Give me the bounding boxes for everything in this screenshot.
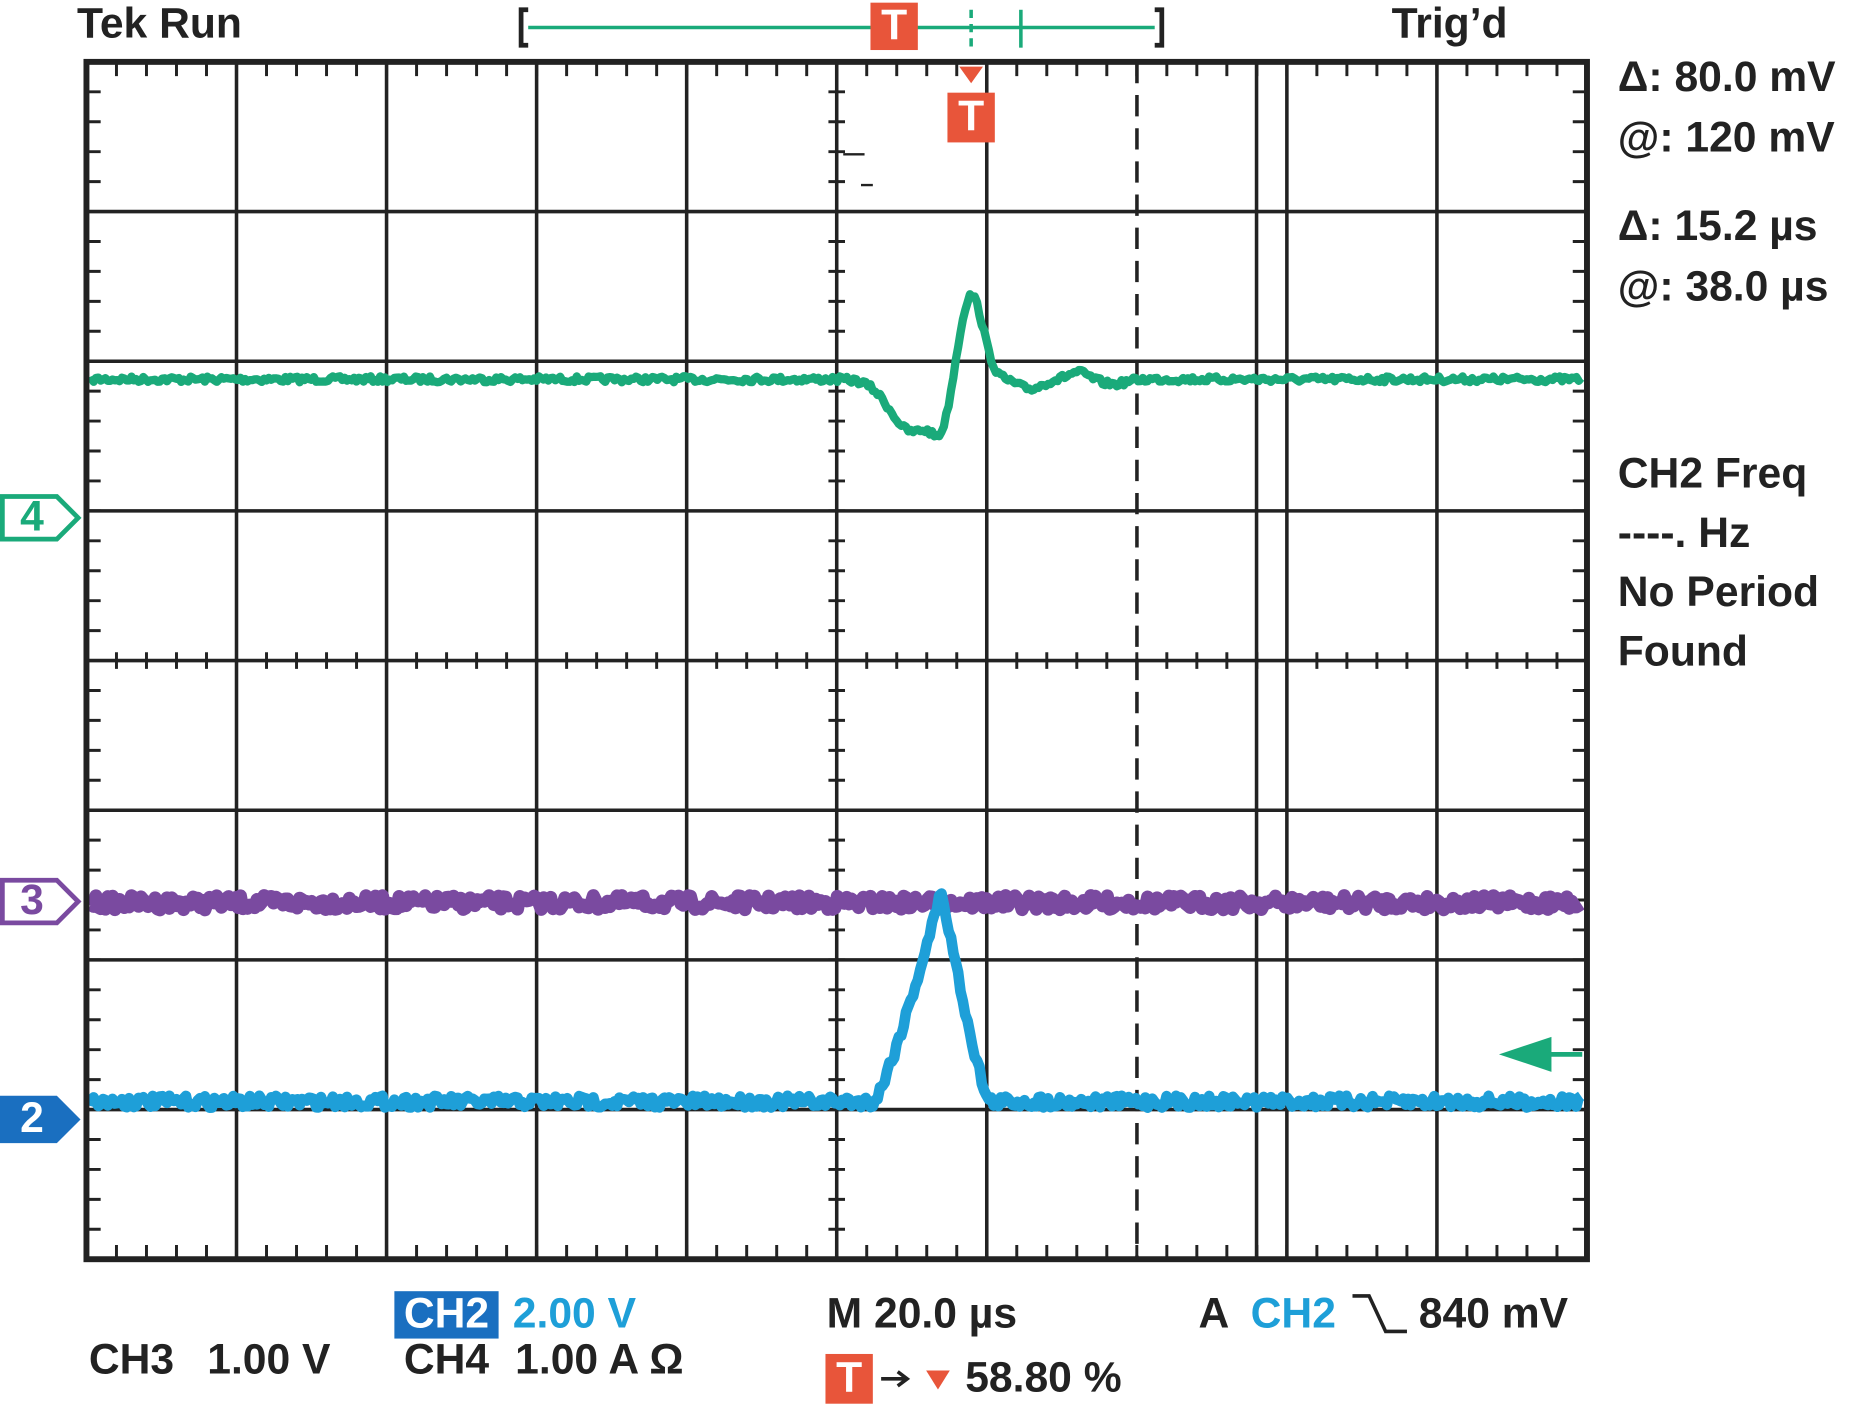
status: Tek Run <box>77 0 242 48</box>
ch4-trace <box>87 290 1585 441</box>
ch3-marker-shape <box>0 877 82 926</box>
ch2-trace <box>86 888 1585 1113</box>
measurement: No Period <box>1618 568 1819 616</box>
trigger-state: Trig’d <box>1392 0 1508 48</box>
trigger-arrow <box>959 66 983 84</box>
arrow-icon <box>881 1370 911 1388</box>
measurement: ----. Hz <box>1618 509 1751 557</box>
trigger-level-arrow <box>1498 1036 1583 1072</box>
trigger-down-icon <box>926 1370 950 1390</box>
measurement: Found <box>1618 627 1748 675</box>
readout: Δ: 15.2 µs <box>1618 202 1818 250</box>
trigger-prefix: A <box>1199 1289 1230 1337</box>
ch2-marker-shape <box>0 1095 81 1144</box>
ch2-label-box <box>394 1291 499 1339</box>
ch3-label: CH3 <box>89 1336 174 1384</box>
graticule-border <box>83 58 1590 1263</box>
record-trigger-marker: T <box>881 1 907 49</box>
trigger-box <box>947 92 995 143</box>
ch4-label: CH4 <box>404 1336 490 1384</box>
h-cursor-marks <box>843 153 873 187</box>
record-trigger-box <box>870 2 918 51</box>
ch3-scale: 1.00 V <box>207 1336 331 1384</box>
ch2-label: CH2 <box>404 1289 489 1337</box>
trigger-source: CH2 <box>1251 1289 1336 1337</box>
trigger-level: 840 mV <box>1419 1289 1569 1337</box>
trigger-position-box <box>825 1353 873 1404</box>
timebase: M 20.0 µs <box>827 1289 1017 1337</box>
trigger-position-marker: T <box>836 1353 862 1401</box>
readout: @: 38.0 µs <box>1618 263 1829 311</box>
falling-edge-icon <box>1352 1294 1407 1334</box>
ch4-marker: 4 <box>20 492 44 540</box>
traces <box>86 290 1586 1113</box>
ch3-trace <box>87 889 1586 917</box>
record-bracket <box>518 7 1165 48</box>
trigger-position: 58.80 % <box>965 1353 1121 1401</box>
ch2-marker: 2 <box>20 1094 44 1142</box>
ch4-marker-shape <box>0 494 82 542</box>
trigger-marker: T <box>958 92 984 140</box>
ch2-scale: 2.00 V <box>513 1289 637 1337</box>
readout: Δ: 80.0 mV <box>1618 53 1836 101</box>
ch3-marker: 3 <box>20 876 44 924</box>
readout: @: 120 mV <box>1618 113 1835 161</box>
measurement: CH2 Freq <box>1618 450 1807 498</box>
ch4-scale: 1.00 A Ω <box>515 1336 683 1384</box>
